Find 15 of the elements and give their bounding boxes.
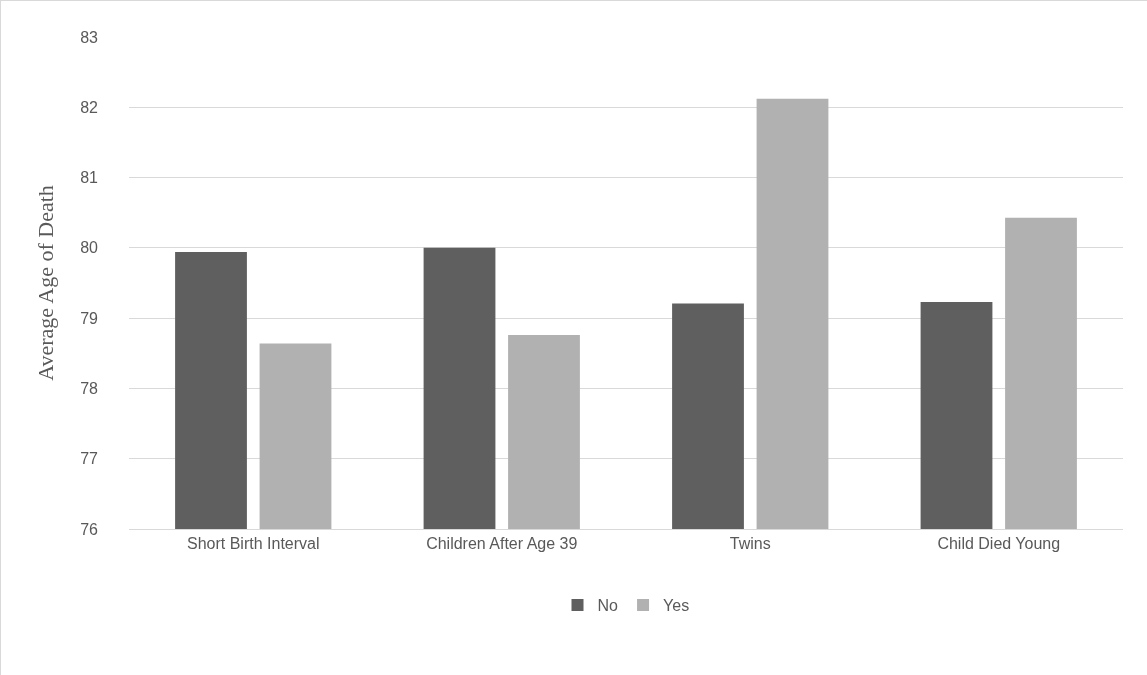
x-tick-label: Children After Age 39 [426, 535, 578, 553]
x-tick-label: Child Died Young [937, 535, 1061, 553]
y-axis-title: Average Age of Death [33, 185, 58, 381]
x-tick-label: Short Birth Interval [187, 535, 320, 553]
y-tick-label: 79 [80, 309, 99, 327]
y-tick-label: 83 [80, 28, 99, 46]
y-tick-label: 77 [80, 450, 99, 468]
y-tick-label: 81 [80, 169, 99, 187]
y-tick-label: 80 [80, 239, 99, 257]
legend-label: No [597, 597, 619, 615]
y-tick-label: 78 [80, 380, 99, 398]
x-tick-label: Twins [729, 535, 771, 553]
y-tick-label: 82 [80, 98, 99, 116]
legend-label: Yes [663, 597, 690, 615]
y-tick-label: 76 [80, 520, 99, 538]
